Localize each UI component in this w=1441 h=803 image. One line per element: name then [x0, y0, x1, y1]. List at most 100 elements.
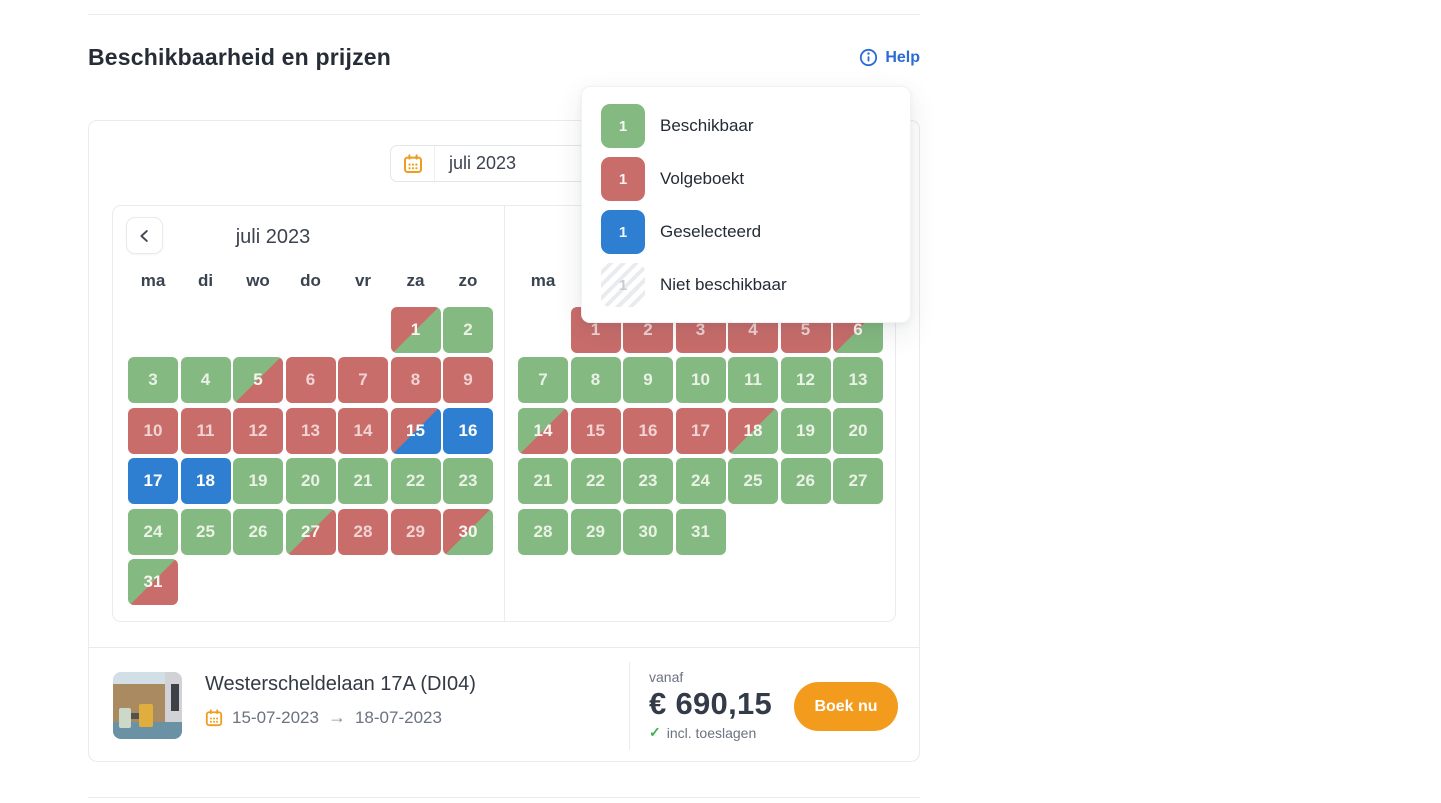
legend-label: Niet beschikbaar	[660, 275, 787, 294]
day-cell[interactable]: 16	[623, 407, 673, 454]
day-cell[interactable]: 30	[623, 508, 673, 555]
day-cell[interactable]: 7	[518, 357, 568, 404]
weekday-label: do	[300, 271, 321, 290]
book-now-button[interactable]: Boek nu	[794, 682, 898, 731]
month-title: juli 2023	[235, 226, 311, 248]
day-cell[interactable]: 18	[180, 458, 231, 505]
day-cell[interactable]: 7	[338, 357, 388, 404]
day-cell[interactable]: 4	[180, 357, 231, 404]
weekday-label: ma	[530, 271, 556, 290]
listing-row: Westerscheldelaan 17A (DI04) 15-07-2023 …	[89, 647, 919, 763]
weekday-label: wo	[246, 271, 270, 290]
arrow-right-icon: →	[327, 707, 346, 727]
day-cell[interactable]: 8	[390, 357, 441, 404]
day-cell[interactable]: 20	[833, 407, 883, 454]
day-cell[interactable]: 28	[338, 508, 388, 555]
weekday-label: ma	[140, 271, 166, 290]
help-label: Help	[885, 48, 920, 66]
day-cell[interactable]: 14	[518, 407, 568, 454]
day-cell[interactable]: 10	[675, 357, 726, 404]
day-cell[interactable]: 21	[518, 458, 568, 505]
legend-label: Geselecteerd	[660, 222, 762, 241]
legend-swatch-available: 1	[601, 104, 645, 148]
day-cell[interactable]: 27	[833, 458, 883, 505]
weekday-label: za	[406, 271, 425, 290]
legend-swatch-selected: 1	[601, 210, 645, 254]
day-cell[interactable]: 3	[128, 357, 178, 404]
calendar-icon	[391, 146, 435, 181]
legend-label: Volgeboekt	[660, 169, 745, 188]
month-picker-value: juli 2023	[449, 153, 517, 173]
day-cell[interactable]: 15	[390, 407, 441, 454]
day-cell[interactable]: 20	[285, 458, 336, 505]
day-cell[interactable]: 29	[390, 508, 441, 555]
listing-name: Westerscheldelaan 17A (DI04)	[205, 673, 476, 695]
day-cell[interactable]: 11	[180, 407, 231, 454]
day-cell[interactable]: 11	[728, 357, 778, 404]
day-cell[interactable]: 1	[390, 307, 441, 353]
weekday-label: zo	[458, 271, 478, 290]
day-cell[interactable]: 14	[338, 407, 388, 454]
day-cell[interactable]: 26	[780, 458, 831, 505]
day-cell[interactable]: 31	[128, 558, 178, 605]
day-cell[interactable]: 25	[180, 508, 231, 555]
day-cell[interactable]: 2	[443, 307, 493, 353]
day-cell[interactable]: 16	[443, 407, 493, 454]
day-cell[interactable]: 28	[518, 508, 568, 555]
date-to: 18-07-2023	[354, 707, 442, 727]
day-cell[interactable]: 17	[128, 458, 178, 505]
day-cell[interactable]: 24	[675, 458, 726, 505]
help-link[interactable]: Help	[859, 48, 920, 67]
day-cell[interactable]: 19	[233, 458, 283, 505]
price-note: ✓ incl. toeslagen	[649, 724, 772, 741]
price-value: € 690,15	[649, 686, 773, 721]
day-cell[interactable]: 12	[780, 357, 831, 404]
day-cell[interactable]: 10	[128, 407, 178, 454]
day-cell[interactable]: 27	[285, 508, 336, 555]
legend-label: Beschikbaar	[660, 116, 754, 135]
day-cell[interactable]: 24	[128, 508, 178, 555]
day-cell[interactable]: 13	[833, 357, 883, 404]
prev-month-button[interactable]	[126, 217, 163, 254]
day-cell[interactable]: 19	[780, 407, 831, 454]
day-cell[interactable]: 25	[728, 458, 778, 505]
days-grid: 1 2 3 4 5 6 7 8 9 10 11 12 13 14 15 16 17 18 19 20 21 22 23 24 2…	[128, 307, 493, 605]
weekday-label: di	[197, 271, 214, 290]
weekday-label: vr	[354, 271, 372, 290]
calendar-month-july: juli 2023 ma di wo do vr za zo 1 2 3 4 5 6 7 8 9 10 11 12…	[113, 206, 504, 621]
days-grid: 1 2 3 4 5 6 7 8 9 10 11 12 13 14 15 16 17 18 19 20 21 22 23 24 2…	[518, 307, 883, 555]
day-cell[interactable]: 15	[570, 407, 621, 454]
day-cell[interactable]: 22	[390, 458, 441, 505]
day-cell[interactable]: 21	[338, 458, 388, 505]
day-cell[interactable]: 30	[443, 508, 493, 555]
legend-swatch-booked: 1	[601, 157, 645, 201]
page-title: Beschikbaarheid en prijzen	[88, 44, 392, 70]
day-cell[interactable]: 8	[570, 357, 621, 404]
day-cell[interactable]: 29	[570, 508, 621, 555]
section-header: Beschikbaarheid en prijzen Help	[88, 44, 920, 71]
day-cell[interactable]: 9	[623, 357, 673, 404]
day-cell[interactable]: 5	[233, 357, 283, 404]
price-block: vanaf € 690,15 ✓ incl. toeslagen	[649, 669, 772, 741]
listing-photo[interactable]	[113, 672, 182, 739]
day-cell[interactable]: 17	[675, 407, 726, 454]
day-cell[interactable]: 6	[285, 357, 336, 404]
legend-item-available: 1 Beschikbaar	[601, 104, 910, 148]
legend-item-selected: 1 Geselecteerd	[601, 210, 910, 254]
month-picker[interactable]: juli 2023	[390, 145, 618, 182]
day-cell[interactable]: 9	[443, 357, 493, 404]
day-cell[interactable]: 18	[728, 407, 778, 454]
weekday-row: ma di wo do vr za zo	[128, 271, 493, 291]
check-icon: ✓	[649, 724, 661, 740]
day-cell[interactable]: 23	[623, 458, 673, 505]
day-cell[interactable]: 13	[285, 407, 336, 454]
day-cell[interactable]: 22	[570, 458, 621, 505]
day-cell[interactable]: 31	[675, 508, 726, 555]
day-cell[interactable]: 23	[443, 458, 493, 505]
selected-dates: 15-07-2023 → 18-07-2023	[205, 707, 442, 728]
day-cell[interactable]: 26	[233, 508, 283, 555]
day-cell[interactable]: 12	[233, 407, 283, 454]
bottom-divider	[88, 797, 920, 798]
